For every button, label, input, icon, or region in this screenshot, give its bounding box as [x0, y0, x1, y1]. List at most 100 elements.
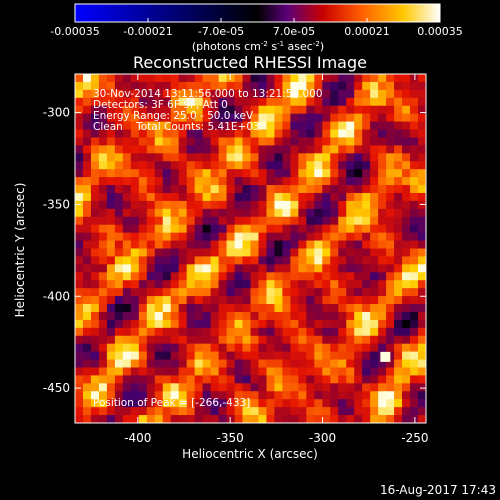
- heatmap-pixel: [274, 240, 284, 250]
- heatmap-pixel: [410, 296, 419, 305]
- heatmap-pixel: [130, 153, 140, 162]
- heatmap-pixel: [258, 200, 268, 210]
- heatmap-pixel: [170, 153, 180, 162]
- heatmap-pixel: [314, 161, 323, 170]
- heatmap-pixel: [154, 89, 164, 99]
- heatmap-pixel: [266, 272, 276, 281]
- heatmap-pixel: [314, 208, 323, 218]
- heatmap-pixel: [186, 335, 196, 345]
- heatmap-pixel: [202, 288, 212, 297]
- heatmap-pixel: [354, 121, 363, 131]
- heatmap-pixel: [258, 304, 268, 313]
- heatmap-pixel: [106, 407, 116, 416]
- heatmap-pixel: [362, 383, 371, 392]
- heatmap-pixel: [250, 200, 260, 210]
- heatmap-pixel: [338, 185, 347, 194]
- heatmap-pixel: [322, 311, 331, 321]
- heatmap-pixel: [226, 391, 236, 400]
- heatmap-pixel: [282, 216, 291, 226]
- heatmap-pixel: [290, 383, 299, 392]
- heatmap-pixel: [226, 97, 236, 107]
- heatmap-pixel: [226, 359, 236, 369]
- heatmap-pixel: [306, 248, 315, 258]
- heatmap-pixel: [386, 311, 395, 321]
- heatmap-pixel: [330, 177, 339, 186]
- heatmap-pixel: [282, 359, 291, 369]
- heatmap-pixel: [282, 105, 291, 115]
- heatmap-pixel: [386, 304, 395, 313]
- heatmap-pixel: [410, 391, 419, 400]
- heatmap-pixel: [218, 311, 228, 321]
- heatmap-pixel: [154, 367, 164, 377]
- heatmap-pixel: [226, 177, 236, 186]
- heatmap-pixel: [122, 256, 132, 265]
- heatmap-pixel: [98, 169, 108, 178]
- heatmap-pixel: [162, 177, 172, 186]
- heatmap-pixel: [106, 383, 116, 392]
- heatmap-pixel: [146, 415, 156, 423]
- heatmap-pixel: [146, 319, 156, 329]
- heatmap-pixel: [274, 129, 284, 139]
- heatmap-pixel: [178, 121, 188, 131]
- heatmap-pixel: [202, 359, 212, 369]
- heatmap-pixel: [298, 208, 307, 218]
- heatmap-pixel: [298, 272, 307, 281]
- heatmap-pixel: [218, 177, 228, 186]
- heatmap-pixel: [210, 192, 220, 202]
- heatmap-pixel: [154, 351, 164, 361]
- heatmap-pixel: [194, 296, 204, 305]
- heatmap-pixel: [122, 240, 132, 250]
- heatmap-pixel: [282, 97, 291, 107]
- heatmap-pixel: [138, 391, 148, 400]
- heatmap-pixel: [218, 280, 228, 289]
- heatmap-pixel: [250, 256, 260, 265]
- heatmap-pixel: [194, 375, 204, 384]
- heatmap-pixel: [354, 415, 363, 423]
- heatmap-pixel: [338, 121, 347, 131]
- heatmap-pixel: [226, 232, 236, 242]
- heatmap-pixel: [362, 240, 371, 250]
- heatmap-pixel: [410, 224, 419, 234]
- heatmap-pixel: [138, 74, 148, 83]
- heatmap-pixel: [314, 359, 323, 369]
- heatmap-pixel: [226, 351, 236, 361]
- heatmap-pixel: [322, 113, 331, 123]
- heatmap-pixel: [378, 113, 387, 123]
- heatmap-pixel: [218, 81, 228, 91]
- heatmap-pixel: [114, 280, 124, 289]
- heatmap-pixel: [378, 185, 387, 194]
- heatmap-pixel: [266, 169, 276, 178]
- heatmap-pixel: [82, 240, 92, 250]
- heatmap-pixel: [306, 216, 315, 226]
- heatmap-pixel: [258, 383, 268, 392]
- heatmap-pixel: [218, 145, 228, 154]
- heatmap-pixel: [338, 407, 347, 416]
- heatmap-pixel: [146, 232, 156, 242]
- heatmap-pixel: [274, 351, 284, 361]
- heatmap-pixel: [266, 343, 276, 353]
- heatmap-pixel: [186, 153, 196, 162]
- heatmap-pixel: [218, 367, 228, 377]
- heatmap-pixel: [98, 232, 108, 242]
- heatmap-pixel: [90, 359, 100, 369]
- heatmap-pixel: [362, 74, 371, 83]
- heatmap-pixel: [402, 359, 411, 369]
- heatmap-pixel: [362, 137, 371, 146]
- heatmap-pixel: [386, 74, 395, 83]
- heatmap-pixel: [98, 375, 108, 384]
- heatmap-pixel: [370, 367, 379, 377]
- heatmap-pixel: [306, 137, 315, 146]
- heatmap-pixel: [178, 399, 188, 408]
- heatmap-pixel: [90, 264, 100, 273]
- heatmap-pixel: [98, 280, 108, 289]
- heatmap-pixel: [338, 192, 347, 202]
- heatmap-pixel: [98, 105, 108, 115]
- heatmap-pixel: [154, 288, 164, 297]
- heatmap-pixel: [314, 415, 323, 423]
- heatmap-pixel: [330, 81, 339, 91]
- heatmap-pixel: [418, 169, 426, 178]
- heatmap-pixel: [234, 97, 244, 107]
- heatmap-pixel: [362, 224, 371, 234]
- heatmap-pixel: [290, 359, 299, 369]
